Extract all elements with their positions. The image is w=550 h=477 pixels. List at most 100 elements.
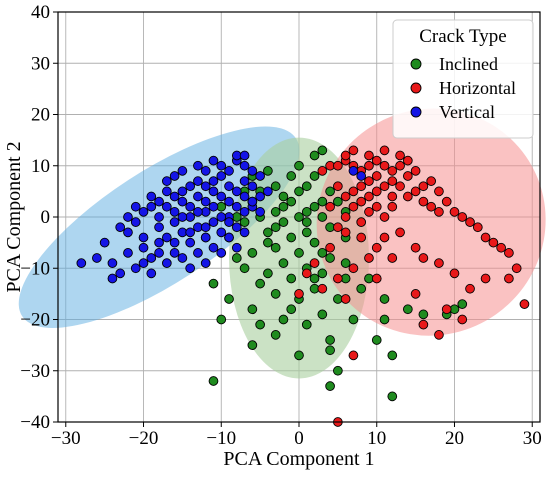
point-vertical [130,201,141,212]
point-inclined [247,340,258,350]
point-inclined [270,289,281,299]
point-horizontal [348,186,359,197]
point-horizontal [418,319,429,330]
point-vertical [193,207,203,217]
point-vertical [193,191,203,202]
point-vertical [177,166,188,176]
point-inclined [317,212,328,222]
y-tick-label: −40 [20,412,50,433]
point-inclined [309,171,320,181]
series-vertical [76,150,367,284]
legend-box [392,19,534,139]
point-vertical [200,258,211,268]
point-vertical [239,191,250,202]
point-horizontal [340,150,351,161]
point-inclined [286,273,297,284]
legend-marker-inclined [410,58,422,70]
point-horizontal [348,263,359,274]
point-vertical [208,242,219,253]
point-horizontal [402,171,413,181]
point-vertical [348,166,359,176]
point-vertical [193,160,203,171]
point-inclined [317,309,328,320]
point-inclined [387,350,398,361]
point-vertical [247,196,258,207]
point-vertical [154,248,164,258]
point-vertical [138,258,149,268]
point-vertical [224,181,234,192]
point-horizontal [364,176,374,186]
point-vertical [224,166,234,176]
y-tick-label: 20 [31,105,50,126]
point-horizontal [340,212,351,222]
x-tick-label: 0 [294,428,304,449]
point-vertical [208,155,219,166]
point-horizontal [371,186,382,197]
series-inclined [200,145,468,402]
point-vertical [216,212,227,222]
point-horizontal [496,242,506,253]
point-vertical [200,196,211,207]
point-horizontal [434,330,444,340]
point-horizontal [294,289,304,299]
point-horizontal [348,350,359,361]
point-vertical [177,186,188,197]
data-points [76,145,530,427]
point-vertical [193,248,203,258]
point-inclined [270,330,281,340]
point-vertical [161,186,172,197]
point-horizontal [426,176,437,186]
point-vertical [185,263,196,274]
point-horizontal [340,191,351,202]
point-horizontal [504,248,514,258]
point-inclined [294,186,304,197]
point-vertical [123,227,133,238]
point-inclined [255,278,265,289]
point-vertical [107,273,118,284]
point-inclined [301,217,312,227]
point-vertical [115,268,126,279]
point-inclined [325,253,335,263]
point-horizontal [441,304,452,315]
point-horizontal [402,191,413,202]
point-inclined [247,248,258,258]
point-vertical [154,237,164,248]
point-horizontal [480,273,491,284]
point-vertical [208,176,219,186]
legend-marker-vertical [410,106,422,118]
point-horizontal [387,166,398,176]
point-vertical [185,201,196,212]
point-inclined [286,304,297,315]
point-vertical [231,201,242,212]
point-inclined [379,314,390,325]
point-vertical [239,176,250,186]
point-vertical [216,248,227,258]
point-inclined [325,381,335,391]
point-horizontal [519,299,530,309]
legend-label-vertical: Vertical [439,102,495,122]
point-vertical [123,212,133,222]
point-horizontal [325,242,335,253]
point-vertical [177,196,188,207]
point-inclined [294,160,304,171]
x-tick-label: −10 [206,428,236,449]
point-inclined [333,365,343,376]
point-horizontal [333,222,343,233]
point-horizontal [387,201,398,212]
point-vertical [146,268,157,279]
point-horizontal [379,145,390,156]
y-tick-label: 0 [41,207,51,228]
point-vertical [208,201,219,212]
point-vertical [177,212,188,222]
point-horizontal [449,207,460,217]
point-inclined [325,345,335,356]
point-vertical [224,217,234,227]
point-inclined [301,319,312,330]
y-tick-label: 40 [31,2,50,23]
point-horizontal [364,207,374,217]
point-inclined [208,278,219,289]
point-inclined [286,171,297,181]
point-horizontal [426,201,437,212]
point-horizontal [317,166,328,176]
